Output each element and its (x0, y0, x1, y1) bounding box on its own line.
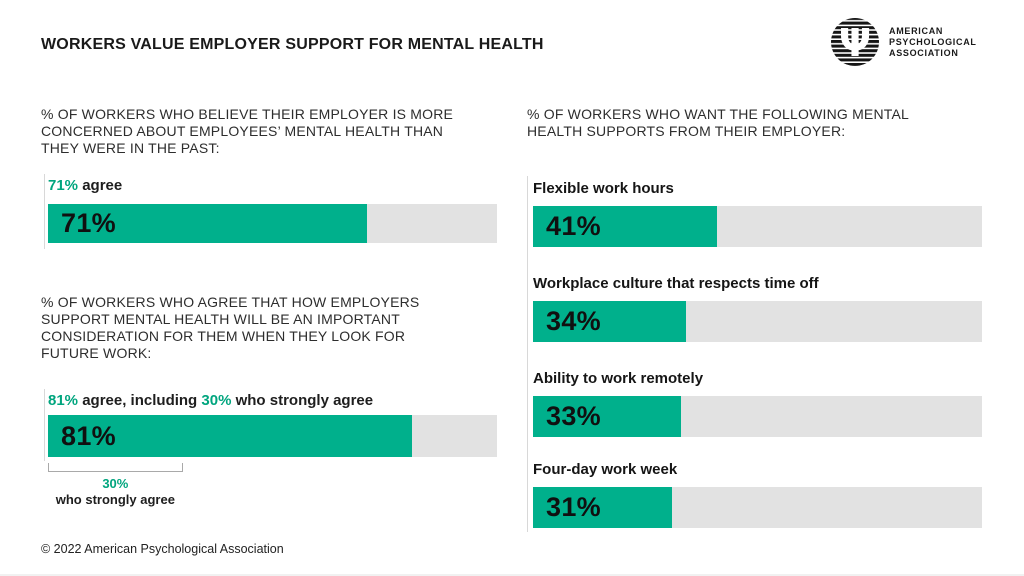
chart2-caption: 81% agree, including 30% who strongly ag… (48, 392, 373, 409)
chart3-bar4-value-label: 31% (546, 492, 601, 522)
chart3-bar2-fill: 34% (533, 301, 686, 342)
chart1-heading-line3: THEY WERE IN THE PAST: (41, 140, 220, 156)
chart3-bar3-fill: 33% (533, 396, 682, 437)
chart2-caption-rest: who strongly agree (231, 392, 374, 409)
chart2-axis-line (44, 389, 45, 461)
chart3-bar-group-3: Ability to work remotely 33% (533, 370, 982, 437)
chart3-heading-line2: HEALTH SUPPORTS FROM THEIR EMPLOYER: (527, 123, 846, 139)
chart3-bar1-fill: 41% (533, 206, 718, 247)
chart3-bar1-value-label: 41% (546, 211, 601, 241)
chart2-caption-mid: agree, including (78, 392, 202, 409)
copyright-text: © 2022 American Psychological Associatio… (41, 542, 284, 556)
chart3-bar1-track: 41% (533, 206, 982, 247)
chart1-caption-value: 71% (48, 177, 79, 194)
chart2-caption-value: 81% (48, 392, 79, 409)
chart2-bar-fill: 81% (48, 415, 412, 457)
chart1-caption-rest: agree (78, 177, 123, 194)
chart3-bar4-label: Four-day work week (533, 461, 678, 478)
chart2-bracket (48, 463, 183, 472)
svg-text:Ψ: Ψ (839, 21, 871, 65)
page-title: WORKERS VALUE EMPLOYER SUPPORT FOR MENTA… (41, 36, 544, 53)
apa-psi-globe-icon: Ψ (831, 18, 879, 66)
logo-line-1: AMERICAN (889, 25, 944, 36)
apa-logo: Ψ AMERICAN PSYCHOLOGICAL ASSOCIATION (830, 17, 977, 67)
chart1-heading: % OF WORKERS WHO BELIEVE THEIR EMPLOYER … (41, 106, 511, 157)
chart3-heading: % OF WORKERS WHO WANT THE FOLLOWING MENT… (527, 106, 987, 140)
logo-line-3: ASSOCIATION (889, 47, 959, 58)
chart3-bar-group-1: Flexible work hours 41% (533, 180, 982, 247)
chart2-heading-line1: % OF WORKERS WHO AGREE THAT HOW EMPLOYER… (41, 294, 420, 310)
chart3-bar4-track: 31% (533, 487, 982, 528)
chart2-heading-line2: SUPPORT MENTAL HEALTH WILL BE AN IMPORTA… (41, 311, 400, 327)
chart2-annotation-label: who strongly agree (55, 492, 175, 507)
chart3-heading-line1: % OF WORKERS WHO WANT THE FOLLOWING MENT… (527, 106, 910, 122)
logo-line-2: PSYCHOLOGICAL (889, 36, 977, 47)
chart3-bar2-label: Workplace culture that respects time off (533, 275, 819, 292)
chart2-bar-value-label: 81% (61, 420, 116, 451)
chart2-annotation: 30% who strongly agree (48, 463, 497, 507)
chart2-heading-line3: CONSIDERATION FOR THEM WHEN THEY LOOK FO… (41, 328, 406, 344)
chart3-bar1-label: Flexible work hours (533, 180, 674, 197)
chart3-bar2-value-label: 34% (546, 306, 601, 336)
apa-logo-wordmark: AMERICAN PSYCHOLOGICAL ASSOCIATION (889, 26, 977, 59)
chart3-bar2-track: 34% (533, 301, 982, 342)
chart1-heading-line1: % OF WORKERS WHO BELIEVE THEIR EMPLOYER … (41, 106, 454, 122)
chart1-bar-track: 71% (48, 204, 497, 243)
chart3-bar4-fill: 31% (533, 487, 673, 528)
chart1-bar-value-label: 71% (61, 208, 116, 238)
chart1-caption: 71% agree (48, 177, 122, 194)
chart1-bar-fill: 71% (48, 204, 367, 243)
chart2-annotation-pct: 30% (102, 476, 129, 491)
chart3-axis-line (527, 176, 528, 532)
chart2-annotation-inner: 30% who strongly agree (48, 463, 183, 507)
chart3-bar-group-2: Workplace culture that respects time off… (533, 275, 982, 342)
chart1-heading-line2: CONCERNED ABOUT EMPLOYEES’ MENTAL HEALTH… (41, 123, 444, 139)
chart3-bar-group-4: Four-day work week 31% (533, 461, 982, 528)
chart2-bar-track: 81% (48, 415, 497, 457)
chart2-heading-line4: FUTURE WORK: (41, 345, 152, 361)
bottom-edge-divider (0, 574, 1024, 576)
chart3-bar3-track: 33% (533, 396, 982, 437)
chart1-axis-line (44, 174, 45, 249)
chart2-caption-value2: 30% (201, 392, 232, 409)
chart3-bar3-label: Ability to work remotely (533, 370, 704, 387)
chart2-heading: % OF WORKERS WHO AGREE THAT HOW EMPLOYER… (41, 294, 511, 362)
chart3-bar3-value-label: 33% (546, 401, 601, 431)
